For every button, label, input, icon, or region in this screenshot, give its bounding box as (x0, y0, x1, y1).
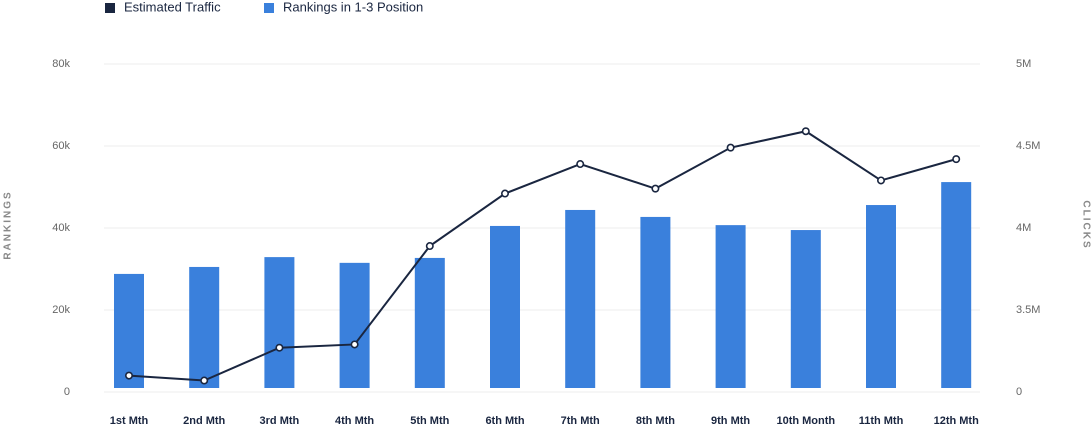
x-tick-label: 3rd Mth (260, 415, 300, 426)
legend-swatch (264, 3, 274, 13)
bar (565, 209, 596, 388)
legend-swatch (105, 3, 115, 13)
y2-axis-title: CLICKS (1080, 200, 1091, 249)
point (125, 371, 134, 380)
x-tick-label: 7th Mth (561, 415, 600, 426)
point (425, 242, 434, 251)
bar (189, 266, 220, 388)
point (876, 176, 885, 185)
y2-tick-label: 0 (1016, 386, 1022, 398)
y2-tick-label: 3.5M (1016, 304, 1040, 316)
y-tick-label: 0 (64, 386, 70, 398)
y2-tick-label: 4M (1016, 222, 1031, 234)
x-tick-label: 9th Mth (711, 415, 750, 426)
point (651, 184, 660, 193)
y-axis-title: RANKINGS (3, 190, 14, 259)
point (350, 340, 359, 349)
x-tick-label: 4th Mth (335, 415, 374, 426)
point (952, 155, 961, 164)
x-tick-label: 10th Month (776, 415, 835, 426)
line (128, 130, 957, 382)
y-tick-label: 40k (52, 222, 70, 234)
point (275, 343, 284, 352)
point (200, 376, 209, 385)
legend-label: Rankings in 1-3 Position (283, 0, 423, 14)
x-tick-label: 8th Mth (636, 415, 675, 426)
x-tick-label: 2nd Mth (183, 415, 225, 426)
x-tick-label: 12th Mth (934, 415, 980, 426)
y-tick-label: 80k (52, 58, 70, 70)
bar (114, 273, 144, 388)
y2-tick-label: 4.5M (1016, 140, 1040, 152)
bar (264, 257, 295, 388)
bar (640, 216, 671, 388)
x-tick-label: 1st Mth (110, 415, 149, 426)
legend-label: Estimated Traffic (124, 0, 221, 14)
x-tick-label: 6th Mth (485, 415, 524, 426)
y2-tick-label: 5M (1016, 58, 1031, 70)
bar (941, 182, 972, 388)
x-tick-label: 5th Mth (410, 415, 449, 426)
bar (490, 225, 520, 388)
point (801, 127, 810, 136)
point (726, 143, 735, 152)
bar (414, 257, 445, 388)
bar (790, 230, 821, 388)
bar (339, 262, 370, 388)
y-tick-label: 20k (52, 304, 70, 316)
point (576, 160, 585, 169)
y-tick-label: 60k (52, 140, 70, 152)
point (500, 189, 509, 198)
bar (866, 205, 896, 388)
x-tick-label: 11th Mth (859, 415, 904, 426)
bar (715, 225, 746, 388)
